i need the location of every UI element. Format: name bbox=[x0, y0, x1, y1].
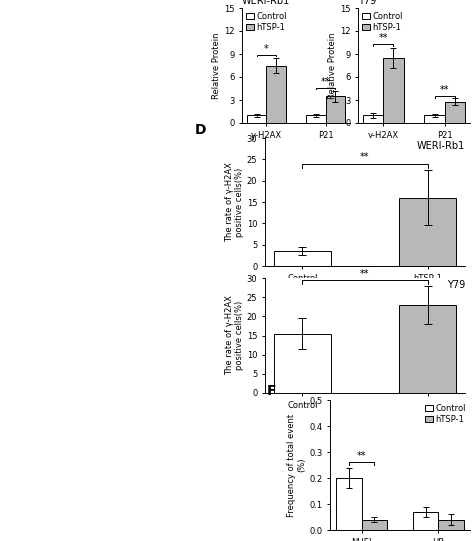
Bar bbox=[266, 65, 286, 123]
Bar bbox=[424, 115, 445, 123]
Bar bbox=[363, 115, 383, 123]
Y-axis label: Relative Protein: Relative Protein bbox=[328, 32, 337, 99]
Text: **: ** bbox=[360, 153, 370, 162]
Text: **: ** bbox=[321, 77, 330, 87]
Bar bbox=[400, 305, 456, 393]
Bar bbox=[383, 58, 403, 123]
Y-axis label: The rate of γ-H2AX
positive cells(%): The rate of γ-H2AX positive cells(%) bbox=[225, 295, 244, 375]
Bar bbox=[362, 519, 387, 530]
Bar bbox=[445, 102, 465, 123]
Text: WERI-Rb1: WERI-Rb1 bbox=[417, 141, 465, 150]
Text: *: * bbox=[264, 44, 269, 54]
Bar bbox=[306, 115, 326, 123]
Bar bbox=[274, 334, 330, 393]
Text: **: ** bbox=[379, 33, 388, 43]
Legend: Control, hTSP-1: Control, hTSP-1 bbox=[362, 12, 403, 32]
Y-axis label: Relative Protein: Relative Protein bbox=[212, 32, 221, 99]
Text: **: ** bbox=[440, 85, 449, 95]
Y-axis label: The rate of γ-H2AX
positive cells(%): The rate of γ-H2AX positive cells(%) bbox=[225, 162, 244, 242]
Bar bbox=[337, 478, 362, 530]
Text: Y79: Y79 bbox=[447, 280, 465, 291]
Bar bbox=[413, 512, 438, 530]
Bar bbox=[400, 197, 456, 266]
Legend: Control, hTSP-1: Control, hTSP-1 bbox=[246, 12, 287, 32]
Text: Y79: Y79 bbox=[358, 0, 376, 6]
Bar bbox=[326, 96, 345, 123]
Y-axis label: Frequency of total event
(%): Frequency of total event (%) bbox=[287, 413, 306, 517]
Text: **: ** bbox=[357, 451, 366, 461]
Legend: Control, hTSP-1: Control, hTSP-1 bbox=[425, 404, 466, 424]
Bar bbox=[247, 115, 266, 123]
Text: **: ** bbox=[360, 269, 370, 279]
Text: B: B bbox=[212, 0, 222, 1]
Text: WERI-Rb1: WERI-Rb1 bbox=[242, 0, 290, 6]
Bar bbox=[438, 519, 464, 530]
Text: F: F bbox=[267, 385, 276, 398]
Bar bbox=[274, 251, 330, 266]
Text: D: D bbox=[195, 123, 207, 137]
